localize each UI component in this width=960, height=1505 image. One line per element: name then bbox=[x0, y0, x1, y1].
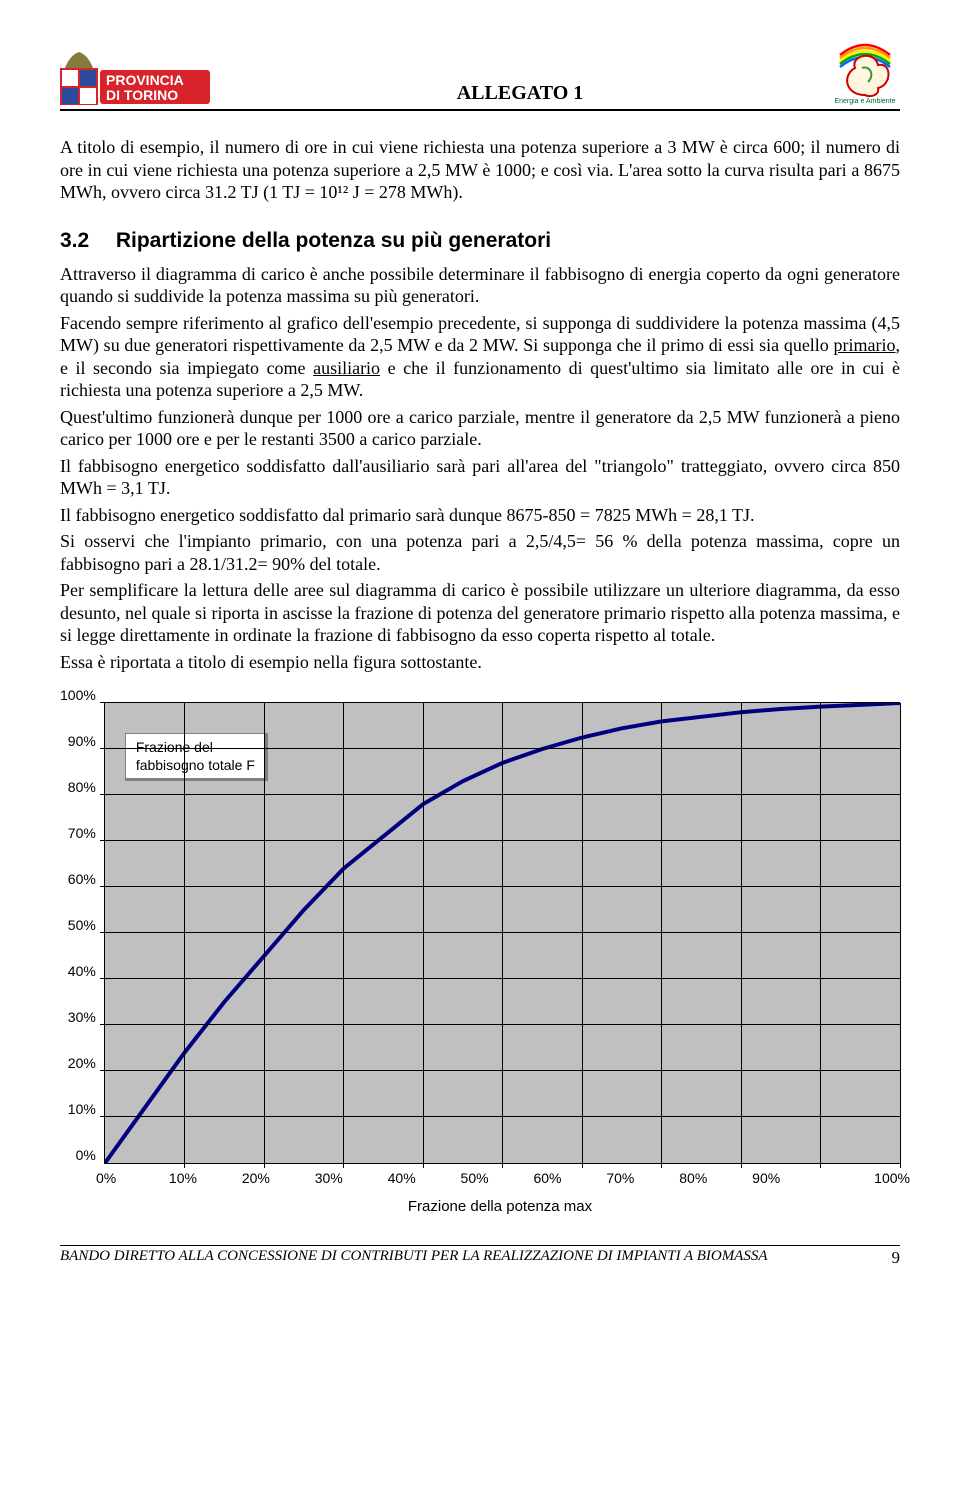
svg-text:PROVINCIA: PROVINCIA bbox=[106, 72, 184, 88]
x-tick-label: 10% bbox=[169, 1170, 242, 1186]
x-tick-label: 90% bbox=[752, 1170, 825, 1186]
chart-plot-area: Frazione del fabbisogno totale F bbox=[104, 703, 900, 1164]
x-tick-label: 30% bbox=[315, 1170, 388, 1186]
paragraph-4: Il fabbisogno energetico soddisfatto dal… bbox=[60, 455, 900, 500]
paragraph-1: A titolo di esempio, il numero di ore in… bbox=[60, 136, 900, 204]
page-footer: BANDO DIRETTO ALLA CONCESSIONE DI CONTRI… bbox=[60, 1245, 900, 1268]
x-tick-label: 40% bbox=[388, 1170, 461, 1186]
underline-primario: primario bbox=[834, 335, 896, 355]
paragraph-5: Il fabbisogno energetico soddisfatto dal… bbox=[60, 504, 900, 527]
page-number: 9 bbox=[892, 1248, 901, 1268]
chart-y-axis: 100%90%80%70%60%50%40%30%20%10%0% bbox=[60, 695, 104, 1155]
svg-text:Energia e Ambiente: Energia e Ambiente bbox=[834, 98, 895, 105]
logo-right: Energia e Ambiente bbox=[830, 40, 900, 105]
page-header: PROVINCIA DI TORINO ALLEGATO 1 Energia e… bbox=[60, 40, 900, 111]
section-title-text: Ripartizione della potenza su più genera… bbox=[116, 229, 551, 252]
paragraph-7: Per semplificare la lettura delle aree s… bbox=[60, 579, 900, 647]
paragraph-3: Quest'ultimo funzionerà dunque per 1000 … bbox=[60, 406, 900, 451]
x-tick-label: 50% bbox=[461, 1170, 534, 1186]
chart-x-label: Frazione della potenza max bbox=[100, 1198, 900, 1215]
paragraph-6: Si osservi che l'impianto primario, con … bbox=[60, 530, 900, 575]
paragraph-8: Essa è riportata a titolo di esempio nel… bbox=[60, 651, 900, 674]
x-tick-label: 20% bbox=[242, 1170, 315, 1186]
x-tick-label: 100% bbox=[837, 1170, 910, 1186]
x-tick-label: 70% bbox=[606, 1170, 679, 1186]
footer-text: BANDO DIRETTO ALLA CONCESSIONE DI CONTRI… bbox=[60, 1248, 768, 1268]
x-tick-label: 0% bbox=[96, 1170, 169, 1186]
x-tick-label: 80% bbox=[679, 1170, 752, 1186]
section-heading: 3.2 Ripartizione della potenza su più ge… bbox=[60, 229, 900, 253]
header-title: ALLEGATO 1 bbox=[210, 82, 830, 105]
section-number: 3.2 bbox=[60, 229, 110, 253]
x-tick-label: 60% bbox=[533, 1170, 606, 1186]
chart-container: 100%90%80%70%60%50%40%30%20%10%0% Frazio… bbox=[60, 703, 900, 1215]
svg-text:DI TORINO: DI TORINO bbox=[106, 87, 178, 103]
logo-left: PROVINCIA DI TORINO bbox=[60, 50, 210, 105]
paragraph-2a: Attraverso il diagramma di carico è anch… bbox=[60, 263, 900, 308]
chart-x-axis: 0%10%20%30%40%50%60%70%80%90%100% bbox=[108, 1170, 900, 1186]
paragraph-2b: Facendo sempre riferimento al grafico de… bbox=[60, 312, 900, 402]
underline-ausiliario: ausiliario bbox=[313, 358, 380, 378]
